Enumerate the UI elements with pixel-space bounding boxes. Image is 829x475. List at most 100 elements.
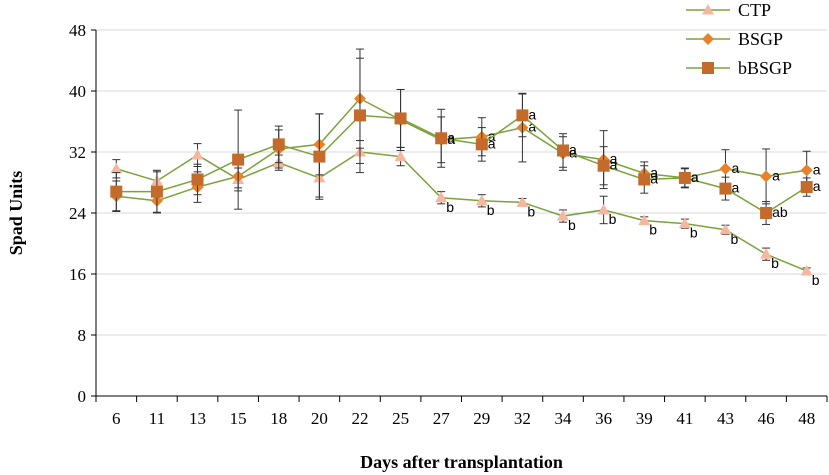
legend: CTP BSGP bBSGP [686,0,792,78]
legend-label: CTP [738,0,771,20]
x-axis-ticks: 6 11 13 15 18 20 22 25 27 29 32 34 36 39 41 43 46 48 [95,396,828,428]
data-point [475,194,488,206]
significance-label: a [650,170,658,186]
significance-label: b [690,225,698,241]
data-point [435,191,448,203]
x-tick-label: 18 [270,409,287,428]
significance-label: b [527,203,535,219]
significance-label: b [812,272,820,288]
significance-label: a [813,178,821,194]
data-point [678,217,691,229]
significance-label: a [731,160,739,176]
x-tick-label: 41 [676,409,693,428]
significance-label: ab [772,204,788,220]
significance-label: a [691,169,699,185]
significance-label: b [771,255,779,271]
x-tick-label: 39 [636,409,653,428]
data-point [719,162,732,175]
data-point [475,138,488,151]
series-line [116,97,807,202]
y-tick-label: 0 [78,387,87,406]
data-point [800,181,813,194]
data-point [638,173,651,186]
significance-label: b [487,202,495,218]
data-point [638,214,651,226]
x-tick-label: 6 [112,409,121,428]
y-tick-label: 24 [69,204,87,223]
significance-label: a [569,145,577,161]
x-tick-label: 15 [230,409,247,428]
significance-label: b [609,211,617,227]
data-point [232,153,245,166]
data-point [353,109,366,122]
y-tick-label: 8 [78,326,87,345]
data-point [516,109,529,122]
significance-label: b [568,217,576,233]
significance-label: a [610,157,618,173]
data-point [800,164,813,177]
significance-label: a [447,129,455,145]
x-tick-label: 46 [758,409,775,428]
y-tick-label: 40 [69,82,86,101]
data-point [313,150,326,163]
y-axis-ticks: 0 8 16 24 32 40 48 [69,21,96,406]
significance-label: a [813,161,821,177]
data-point [394,112,407,125]
data-point [516,196,529,207]
legend-label: bBSGP [738,58,792,78]
significance-label: a [772,167,780,183]
x-tick-label: 20 [311,409,328,428]
grid-lines [96,29,827,336]
significance-label: a [528,106,536,122]
series-ctp: b b b b b b b b b b [110,140,820,288]
legend-item-ctp: CTP [686,0,771,20]
significance-label: a [650,164,658,180]
x-tick-label: 13 [189,409,206,428]
legend-marker [702,62,714,74]
data-point [760,170,773,183]
significance-label: a [691,169,699,185]
data-point [110,185,123,198]
x-axis-title: Days after transplantation [360,452,563,472]
significance-label: a [528,119,536,135]
data-point [110,162,123,174]
y-axis-title: Spad Units [6,171,26,256]
x-tick-label: 34 [555,409,573,428]
x-tick-label: 27 [433,409,451,428]
data-point [719,223,732,235]
x-tick-label: 29 [473,409,490,428]
data-point [394,150,407,162]
x-tick-label: 36 [595,409,612,428]
legend-label: BSGP [738,29,783,49]
significance-label: a [569,141,577,157]
significance-label: b [649,222,657,238]
significance-label: a [731,180,739,196]
data-point [597,203,610,215]
legend-item-bsgp: BSGP [686,29,783,49]
significance-label: a [610,151,618,167]
x-tick-label: 11 [149,409,165,428]
series-line [116,114,808,214]
y-tick-label: 16 [69,265,86,284]
x-tick-label: 25 [392,409,409,428]
data-point [557,144,570,157]
data-point [191,173,204,186]
x-tick-label: 43 [717,409,734,428]
significance-label: a [447,131,455,147]
series-bsgp: a aaa aa aa a a [110,48,821,213]
significance-label: b [446,199,454,215]
significance-label: b [730,231,738,247]
data-point [678,171,691,184]
data-point [191,149,204,160]
legend-item-bbsgp: bBSGP [686,58,792,78]
data-point [597,159,610,172]
data-point [719,182,732,195]
y-tick-label: 48 [69,21,86,40]
legend-marker [702,33,714,45]
data-point [557,210,570,221]
y-tick-label: 32 [69,143,86,162]
legend-marker [702,4,714,15]
